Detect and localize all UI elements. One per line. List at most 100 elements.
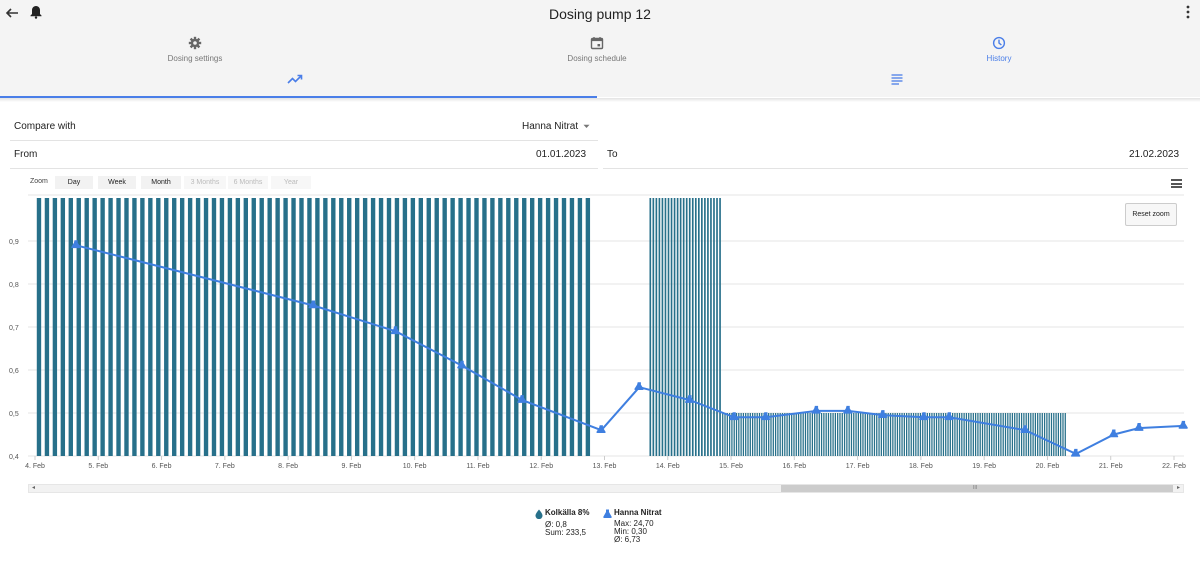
compare-select[interactable]: Hanna Nitrat: [522, 121, 590, 132]
kolkalla-bar: [307, 198, 312, 456]
kolkalla-bar: [1016, 413, 1018, 456]
kolkalla-bar: [1062, 413, 1064, 456]
kolkalla-bar: [894, 413, 896, 456]
kolkalla-bar: [972, 413, 974, 456]
tab-label: History: [986, 54, 1012, 63]
legend-name: Kolkälla 8%: [545, 508, 590, 517]
legend-stat: Sum: 233,5: [545, 528, 586, 537]
to-date-input[interactable]: 21.02.2023: [1129, 149, 1180, 160]
kolkalla-bar: [770, 413, 772, 456]
kolkalla-bar: [694, 198, 697, 456]
kolkalla-bar: [370, 198, 376, 456]
kolkalla-bar: [827, 413, 830, 456]
divider: [603, 168, 1188, 169]
chart-scrollbar[interactable]: ◂ III ▸: [28, 484, 1184, 493]
kolkalla-bar: [545, 198, 551, 456]
kolkalla-bar: [1007, 413, 1009, 456]
reset-zoom-button[interactable]: Reset zoom: [1125, 203, 1177, 226]
kolkalla-bar: [1023, 413, 1025, 456]
kolkalla-bar: [426, 198, 431, 456]
x-tick-label: 22. Feb: [1162, 463, 1186, 470]
kolkalla-bar: [977, 413, 979, 456]
kolkalla-bar: [814, 413, 816, 456]
more-vert-icon[interactable]: [1186, 5, 1192, 23]
back-arrow-icon[interactable]: [5, 6, 23, 24]
kolkalla-bar: [855, 413, 857, 456]
hanna-nitrat-point: [1071, 448, 1081, 457]
zoom-month-button[interactable]: Month: [141, 176, 181, 189]
kolkalla-bar: [735, 413, 738, 456]
y-tick-label: 0,8: [9, 282, 19, 289]
from-date-input[interactable]: 01.01.2023: [536, 149, 587, 160]
kolkalla-bar: [1009, 413, 1011, 456]
kolkalla-bar: [679, 198, 682, 456]
kolkalla-bar: [331, 198, 336, 456]
subtab-chart[interactable]: [287, 72, 303, 97]
kolkalla-bar: [697, 198, 700, 456]
kolkalla-bar: [832, 413, 834, 456]
kolkalla-bar: [1030, 413, 1032, 456]
kolkalla-bar: [490, 198, 495, 456]
kolkalla-bar: [853, 413, 855, 456]
trending-up-icon: [287, 72, 303, 89]
x-tick-label: 18. Feb: [909, 463, 933, 470]
kolkalla-bar: [514, 198, 519, 456]
zoom-3-months-button[interactable]: 3 Months: [184, 176, 226, 189]
scroll-right-icon[interactable]: ▸: [1176, 485, 1180, 491]
kolkalla-bar: [984, 413, 986, 456]
zoom-6-months-button[interactable]: 6 Months: [228, 176, 268, 189]
kolkalla-bar: [339, 198, 344, 456]
scrollbar-thumb[interactable]: III: [781, 485, 1173, 492]
kolkalla-bar: [903, 413, 905, 456]
hanna-nitrat-point: [1178, 420, 1188, 429]
kolkalla-bar: [299, 198, 304, 456]
kolkalla-bar: [1027, 413, 1030, 456]
tab-dosing-settings[interactable]: Dosing settings: [95, 36, 295, 63]
kolkalla-bar: [963, 413, 965, 456]
kolkalla-bar: [116, 198, 121, 456]
kolkalla-bar: [880, 413, 882, 456]
hanna-nitrat-point: [685, 395, 695, 403]
compare-label: Compare with: [14, 121, 76, 132]
kolkalla-bar: [839, 413, 841, 456]
kolkalla-bar: [203, 198, 209, 456]
hamburger-icon[interactable]: [1171, 179, 1182, 188]
kolkalla-bar: [673, 198, 676, 456]
bell-icon[interactable]: [30, 5, 46, 23]
kolkalla-bar: [251, 198, 256, 456]
kolkalla-bar: [784, 413, 786, 456]
kolkalla-bar: [871, 413, 873, 456]
kolkalla-bar: [756, 413, 758, 456]
kolkalla-bar: [1053, 413, 1055, 456]
legend-stat: Min: 0,30: [614, 527, 647, 536]
zoom-week-button[interactable]: Week: [98, 176, 136, 189]
zoom-year-button[interactable]: Year: [271, 176, 311, 189]
tab-dosing-schedule[interactable]: Dosing schedule: [497, 36, 697, 63]
kolkalla-bar: [809, 413, 811, 456]
legend-item-kolkalla[interactable]: Kolkälla 8% Ø: 0,8 Sum: 233,5: [535, 509, 589, 537]
zoom-day-button[interactable]: Day: [55, 176, 93, 189]
kolkalla-bar: [938, 413, 940, 456]
kolkalla-bar: [896, 413, 899, 456]
x-tick-label: 5. Feb: [88, 463, 108, 470]
x-tick-label: 10. Feb: [403, 463, 427, 470]
kolkalla-bar: [676, 198, 679, 456]
tab-history[interactable]: History: [899, 36, 1099, 63]
kolkalla-bar: [942, 413, 945, 456]
compare-value: Hanna Nitrat: [522, 121, 579, 132]
kolkalla-bar: [991, 413, 993, 456]
hanna-nitrat-point: [878, 410, 888, 418]
kolkalla-bar: [791, 413, 793, 456]
kolkalla-bar: [910, 413, 912, 456]
scroll-left-icon[interactable]: ◂: [32, 485, 36, 491]
kolkalla-bar: [797, 413, 800, 456]
from-label: From: [14, 149, 38, 160]
kolkalla-bar: [919, 413, 922, 456]
kolkalla-bar: [219, 198, 225, 456]
kolkalla-bar: [187, 198, 193, 456]
kolkalla-bar: [474, 198, 479, 456]
kolkalla-bar: [860, 413, 862, 456]
subtab-list[interactable]: [891, 72, 903, 97]
legend-item-hanna[interactable]: Hanna Nitrat Max: 24,70 Min: 0,30 Ø: 6,7…: [603, 509, 662, 544]
kolkalla-bar: [76, 198, 81, 456]
